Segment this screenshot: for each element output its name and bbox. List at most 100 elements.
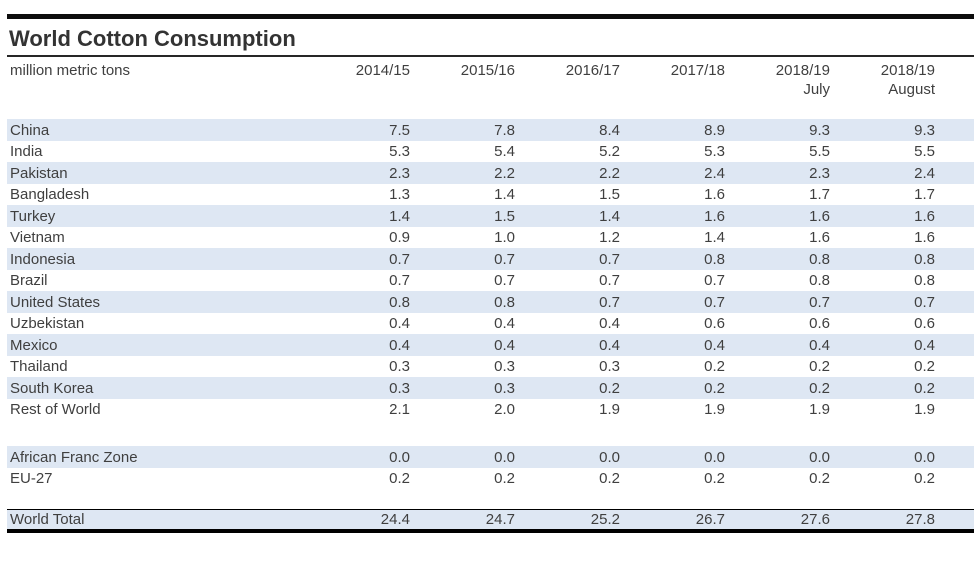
value-cell: 0.2 [704, 358, 725, 376]
spacer-cell [935, 79, 974, 99]
column-header: 2015/16 [460, 62, 515, 80]
consumption-table: million metric tons 2014/15 2015/16 2016/17… [7, 57, 974, 534]
row-label: Pakistan [10, 164, 68, 182]
value-cell: 0.3 [599, 358, 620, 376]
report-frame: World Cotton Consumption million metric … [0, 14, 980, 534]
value-cell: 0.8 [809, 272, 830, 290]
value-cell: 0.6 [809, 315, 830, 333]
gap-row [7, 489, 974, 509]
value-cell: 1.0 [494, 229, 515, 247]
spacer-cell [935, 162, 974, 184]
table-row: Thailand 0.3 0.3 0.3 0.2 0.2 0.2 [7, 356, 974, 378]
value-cell: 9.3 [809, 121, 830, 139]
value-cell: 1.9 [704, 401, 725, 419]
value-cell: 7.5 [389, 121, 410, 139]
value-cell: 1.6 [809, 207, 830, 225]
value-cell: 0.2 [914, 358, 935, 376]
row-label: China [10, 121, 50, 139]
value-cell: 0.0 [494, 448, 515, 466]
value-cell: 0.7 [704, 293, 725, 311]
value-cell: 0.2 [494, 470, 515, 488]
value-cell: 0.2 [704, 379, 725, 397]
value-cell: 0.4 [704, 336, 725, 354]
value-cell: 26.7 [620, 508, 725, 534]
column-subheader: July [803, 80, 830, 98]
row-label: Bangladesh [10, 186, 90, 204]
column-subheader [620, 79, 725, 99]
column-subheader: August [888, 80, 935, 98]
value-cell: 2.2 [599, 164, 620, 182]
spacer-cell [935, 184, 974, 206]
value-cell: 5.2 [599, 143, 620, 161]
value-cell: 0.7 [599, 250, 620, 268]
gap-row [7, 420, 974, 446]
value-cell: 0.0 [809, 448, 830, 466]
spacer-cell [935, 508, 974, 534]
value-cell: 1.6 [809, 229, 830, 247]
value-cell: 5.3 [704, 143, 725, 161]
spacer-cell [935, 399, 974, 421]
header-gap-row [7, 99, 974, 119]
value-cell: 1.5 [494, 207, 515, 225]
table-row: Pakistan 2.3 2.2 2.2 2.4 2.3 2.4 [7, 162, 974, 184]
value-cell: 2.4 [704, 164, 725, 182]
value-cell: 1.5 [599, 186, 620, 204]
spacer-cell [935, 356, 974, 378]
row-label: India [10, 143, 43, 161]
value-cell: 1.7 [809, 186, 830, 204]
table-body: million metric tons 2014/15 2015/16 2016/17… [7, 57, 974, 534]
spacer-cell [935, 248, 974, 270]
row-label: Brazil [10, 272, 48, 290]
value-cell: 0.7 [389, 272, 410, 290]
value-cell: 2.4 [914, 164, 935, 182]
row-label: Thailand [10, 358, 68, 376]
column-subheader [410, 79, 515, 99]
value-cell: 24.4 [305, 508, 410, 534]
unit-label: million metric tons [10, 62, 131, 80]
value-cell: 1.7 [914, 186, 935, 204]
page-title: World Cotton Consumption [7, 19, 974, 58]
value-cell: 0.7 [914, 293, 935, 311]
column-header: 2018/19 [775, 62, 830, 80]
value-cell: 1.4 [389, 207, 410, 225]
value-cell: 2.0 [494, 401, 515, 419]
table-row: Rest of World 2.1 2.0 1.9 1.9 1.9 1.9 [7, 399, 974, 421]
value-cell: 8.4 [599, 121, 620, 139]
value-cell: 0.2 [599, 470, 620, 488]
row-label: Indonesia [10, 250, 76, 268]
value-cell: 0.2 [599, 379, 620, 397]
value-cell: 0.3 [389, 379, 410, 397]
value-cell: 27.6 [725, 508, 830, 534]
spacer-cell [935, 334, 974, 356]
value-cell: 1.6 [704, 207, 725, 225]
column-header-row: million metric tons 2014/15 2015/16 2016/17… [7, 57, 974, 79]
spacer-cell [7, 99, 974, 119]
value-cell: 7.8 [494, 121, 515, 139]
value-cell: 0.8 [389, 293, 410, 311]
value-cell: 0.2 [389, 470, 410, 488]
value-cell: 0.9 [389, 229, 410, 247]
value-cell: 9.3 [914, 121, 935, 139]
value-cell: 0.4 [389, 336, 410, 354]
row-label: Rest of World [10, 401, 101, 419]
value-cell: 0.4 [494, 315, 515, 333]
column-header: 2016/17 [565, 62, 620, 80]
value-cell: 1.9 [599, 401, 620, 419]
value-cell: 0.6 [914, 315, 935, 333]
row-label: African Franc Zone [10, 448, 138, 466]
value-cell: 1.6 [914, 229, 935, 247]
value-cell: 0.4 [494, 336, 515, 354]
value-cell: 0.6 [704, 315, 725, 333]
value-cell: 1.4 [494, 186, 515, 204]
row-label: Uzbekistan [10, 315, 85, 333]
value-cell: 0.4 [599, 315, 620, 333]
table-row: Turkey 1.4 1.5 1.4 1.6 1.6 1.6 [7, 205, 974, 227]
spacer-cell [935, 119, 974, 141]
column-header: 2017/18 [670, 62, 725, 80]
value-cell: 0.7 [704, 272, 725, 290]
value-cell: 0.2 [704, 470, 725, 488]
value-cell: 0.8 [809, 250, 830, 268]
value-cell: 0.7 [494, 250, 515, 268]
spacer-cell [7, 420, 974, 446]
value-cell: 0.0 [914, 448, 935, 466]
